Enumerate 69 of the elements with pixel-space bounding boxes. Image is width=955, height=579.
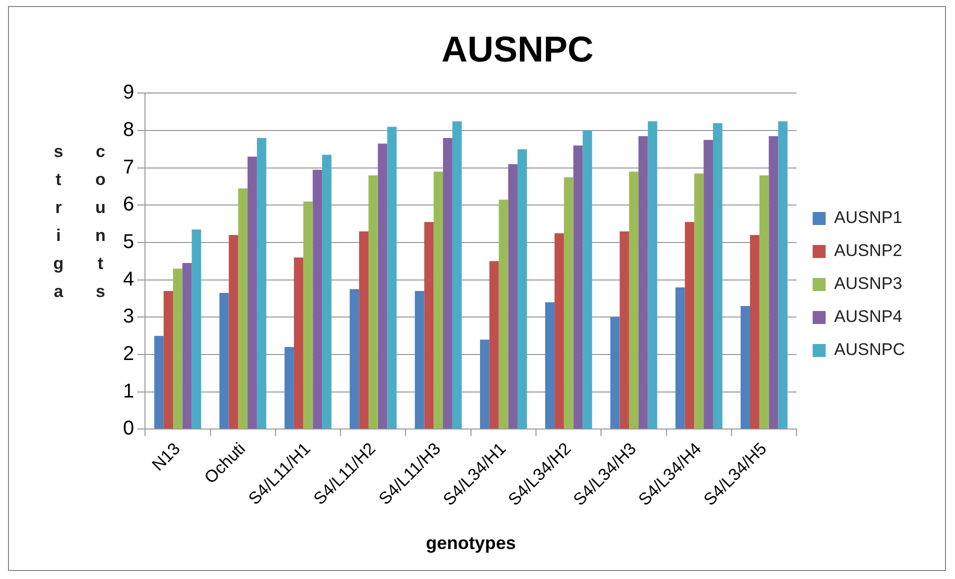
bar xyxy=(164,291,174,429)
bar xyxy=(434,172,444,429)
bar xyxy=(368,175,378,429)
bar xyxy=(508,164,518,429)
bar xyxy=(778,121,788,429)
x-axis-title: genotypes xyxy=(426,533,516,554)
bar xyxy=(182,263,192,429)
y-tick-label: 1 xyxy=(123,380,134,402)
bar xyxy=(192,229,202,429)
bar xyxy=(424,222,434,429)
bar xyxy=(359,231,368,429)
bar xyxy=(564,177,574,429)
y-tick-label: 3 xyxy=(123,306,134,328)
bar xyxy=(256,138,266,429)
text: striga counts xyxy=(49,142,110,310)
bar xyxy=(610,317,620,429)
bar xyxy=(387,126,397,429)
bar xyxy=(545,302,555,429)
bar xyxy=(629,172,638,429)
bar xyxy=(173,268,182,429)
bar xyxy=(284,347,294,429)
bar xyxy=(750,235,760,429)
legend-label: AUSNP2 xyxy=(834,241,902,260)
bar xyxy=(154,336,164,429)
bar xyxy=(480,340,490,429)
bar xyxy=(684,222,694,429)
y-tick-label: 7 xyxy=(123,156,134,178)
bar xyxy=(238,188,248,429)
bar xyxy=(312,170,322,429)
bar xyxy=(443,138,452,429)
y-tick-label: 9 xyxy=(123,82,134,104)
bar xyxy=(452,121,462,429)
bar xyxy=(740,306,750,429)
bar xyxy=(768,136,778,429)
legend-label: AUSNP1 xyxy=(834,208,902,228)
bar xyxy=(694,173,704,429)
bar xyxy=(228,235,238,429)
bar xyxy=(378,144,388,429)
bar xyxy=(294,257,304,429)
legend-label: AUSNPC xyxy=(834,340,906,360)
legend-label: AUSNP4 xyxy=(834,307,902,326)
bar xyxy=(414,291,424,429)
bar xyxy=(648,121,658,429)
bar xyxy=(303,201,313,429)
bar xyxy=(638,136,648,429)
bar xyxy=(582,130,592,429)
y-tick-label: 4 xyxy=(123,268,134,290)
bar xyxy=(712,123,722,429)
chart-title: AUSNPC xyxy=(441,28,594,70)
legend-label: AUSNP3 xyxy=(834,274,902,294)
bar xyxy=(322,154,332,429)
bar xyxy=(350,289,360,429)
bar xyxy=(518,149,527,429)
x-tick-label: N13 xyxy=(148,439,184,475)
bar xyxy=(248,156,257,429)
bar xyxy=(498,200,508,429)
bar xyxy=(554,233,564,429)
bar xyxy=(573,145,583,429)
y-tick-label: 5 xyxy=(123,231,134,254)
y-tick-label: 0 xyxy=(123,418,134,440)
y-tick-label: 6 xyxy=(123,194,134,216)
bar xyxy=(489,261,499,429)
bar xyxy=(219,292,229,429)
bar xyxy=(675,287,685,429)
bar xyxy=(620,231,630,429)
bar xyxy=(759,175,769,429)
bar xyxy=(704,140,713,429)
y-tick-label: 8 xyxy=(123,119,134,142)
y-tick-label: 2 xyxy=(123,343,134,366)
